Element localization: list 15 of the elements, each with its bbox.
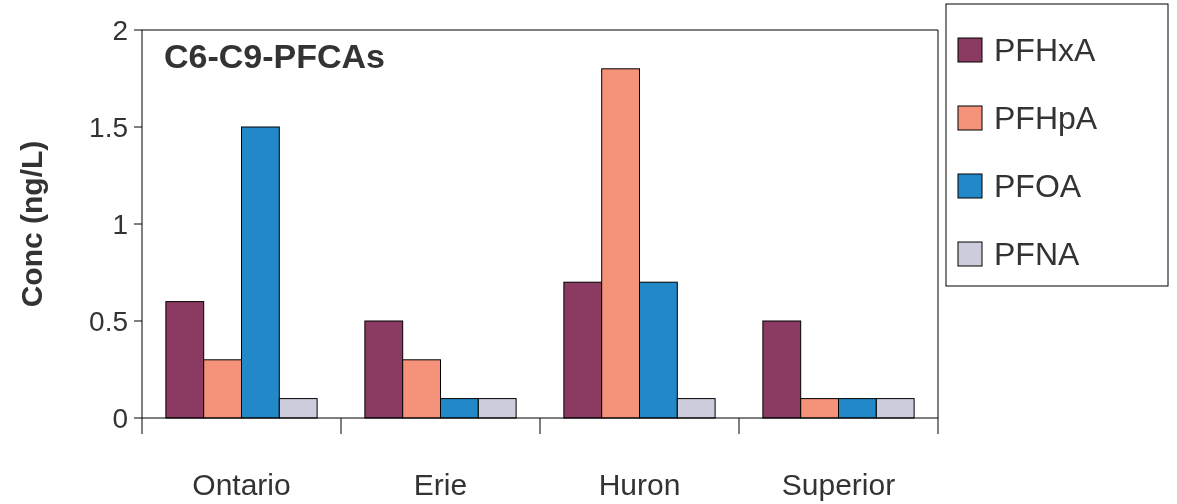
x-tick-label: Huron [598,468,681,501]
y-tick-label: 0.5 [89,305,128,337]
x-tick-label: Superior [781,468,896,501]
x-tick-label: Ontario [192,468,291,501]
y-tick-label: 2 [112,14,128,46]
legend-label: PFNA [994,236,1080,273]
y-tick-label: 1 [112,208,128,240]
x-tick-label: Erie [413,468,468,501]
y-tick-label: 0 [112,402,128,434]
y-tick-label: 1.5 [89,111,128,143]
chart-title: C6-C9-PFCAs [164,37,386,75]
legend-label: PFOA [994,168,1082,205]
y-axis-title: Conc (ng/L) [15,140,48,308]
legend-label: PFHxA [994,32,1096,69]
legend-label: PFHpA [994,100,1098,137]
